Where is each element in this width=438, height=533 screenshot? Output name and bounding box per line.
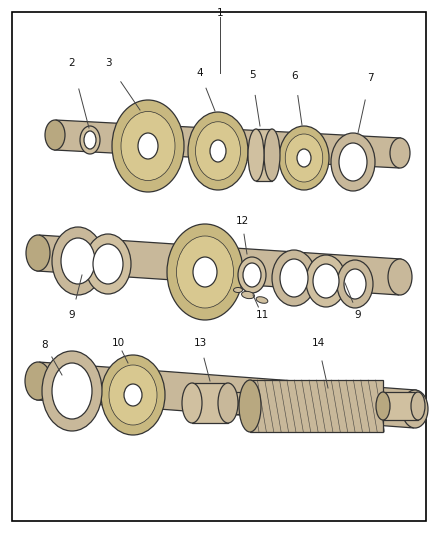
- Ellipse shape: [376, 392, 390, 420]
- Ellipse shape: [112, 100, 184, 192]
- Polygon shape: [228, 392, 246, 414]
- Text: 14: 14: [311, 338, 325, 348]
- Ellipse shape: [402, 390, 428, 428]
- Text: 2: 2: [69, 58, 75, 68]
- Polygon shape: [256, 129, 272, 181]
- Polygon shape: [54, 120, 401, 168]
- Ellipse shape: [84, 131, 96, 149]
- Ellipse shape: [124, 384, 142, 406]
- Ellipse shape: [285, 134, 323, 182]
- Polygon shape: [383, 392, 418, 420]
- Text: 12: 12: [235, 216, 249, 226]
- Polygon shape: [37, 362, 417, 428]
- Ellipse shape: [25, 362, 51, 400]
- Ellipse shape: [138, 133, 158, 159]
- Ellipse shape: [42, 351, 102, 431]
- Text: 7: 7: [367, 73, 373, 83]
- Text: 5: 5: [249, 70, 255, 80]
- Ellipse shape: [61, 238, 95, 284]
- Ellipse shape: [193, 257, 217, 287]
- Text: 9: 9: [355, 310, 361, 320]
- Ellipse shape: [26, 235, 50, 271]
- Text: 9: 9: [69, 310, 75, 320]
- Polygon shape: [192, 383, 228, 423]
- Ellipse shape: [272, 250, 316, 306]
- Ellipse shape: [85, 234, 131, 294]
- Ellipse shape: [331, 133, 375, 191]
- Text: 10: 10: [111, 338, 124, 348]
- Text: 6: 6: [292, 71, 298, 81]
- Ellipse shape: [45, 120, 65, 150]
- Ellipse shape: [167, 224, 243, 320]
- Ellipse shape: [93, 244, 123, 284]
- Ellipse shape: [239, 392, 253, 414]
- Ellipse shape: [52, 227, 104, 295]
- Ellipse shape: [390, 138, 410, 168]
- Ellipse shape: [337, 260, 373, 308]
- Text: 11: 11: [255, 310, 268, 320]
- Ellipse shape: [279, 126, 329, 190]
- Ellipse shape: [80, 126, 100, 154]
- Ellipse shape: [264, 129, 280, 181]
- Ellipse shape: [248, 129, 264, 181]
- Ellipse shape: [411, 392, 425, 420]
- Ellipse shape: [306, 255, 346, 307]
- Ellipse shape: [238, 257, 266, 293]
- Polygon shape: [37, 235, 401, 295]
- Text: 1: 1: [217, 8, 223, 18]
- Ellipse shape: [188, 112, 248, 190]
- Ellipse shape: [218, 383, 238, 423]
- Ellipse shape: [195, 122, 240, 180]
- Ellipse shape: [239, 380, 261, 432]
- Text: 8: 8: [42, 340, 48, 350]
- Ellipse shape: [243, 263, 261, 287]
- Ellipse shape: [109, 365, 157, 425]
- Ellipse shape: [210, 140, 226, 162]
- Ellipse shape: [242, 292, 254, 298]
- Ellipse shape: [339, 143, 367, 181]
- Ellipse shape: [388, 259, 412, 295]
- Text: 3: 3: [105, 58, 111, 68]
- Ellipse shape: [297, 149, 311, 167]
- Ellipse shape: [233, 287, 243, 293]
- Text: 13: 13: [193, 338, 207, 348]
- Text: 4: 4: [197, 68, 203, 78]
- FancyBboxPatch shape: [12, 12, 426, 521]
- Ellipse shape: [344, 269, 366, 299]
- Ellipse shape: [280, 259, 308, 297]
- Ellipse shape: [177, 236, 233, 308]
- Ellipse shape: [256, 297, 268, 303]
- Ellipse shape: [182, 383, 202, 423]
- Ellipse shape: [313, 264, 339, 298]
- Ellipse shape: [121, 111, 175, 181]
- Ellipse shape: [52, 363, 92, 419]
- Ellipse shape: [101, 355, 165, 435]
- Polygon shape: [250, 380, 383, 432]
